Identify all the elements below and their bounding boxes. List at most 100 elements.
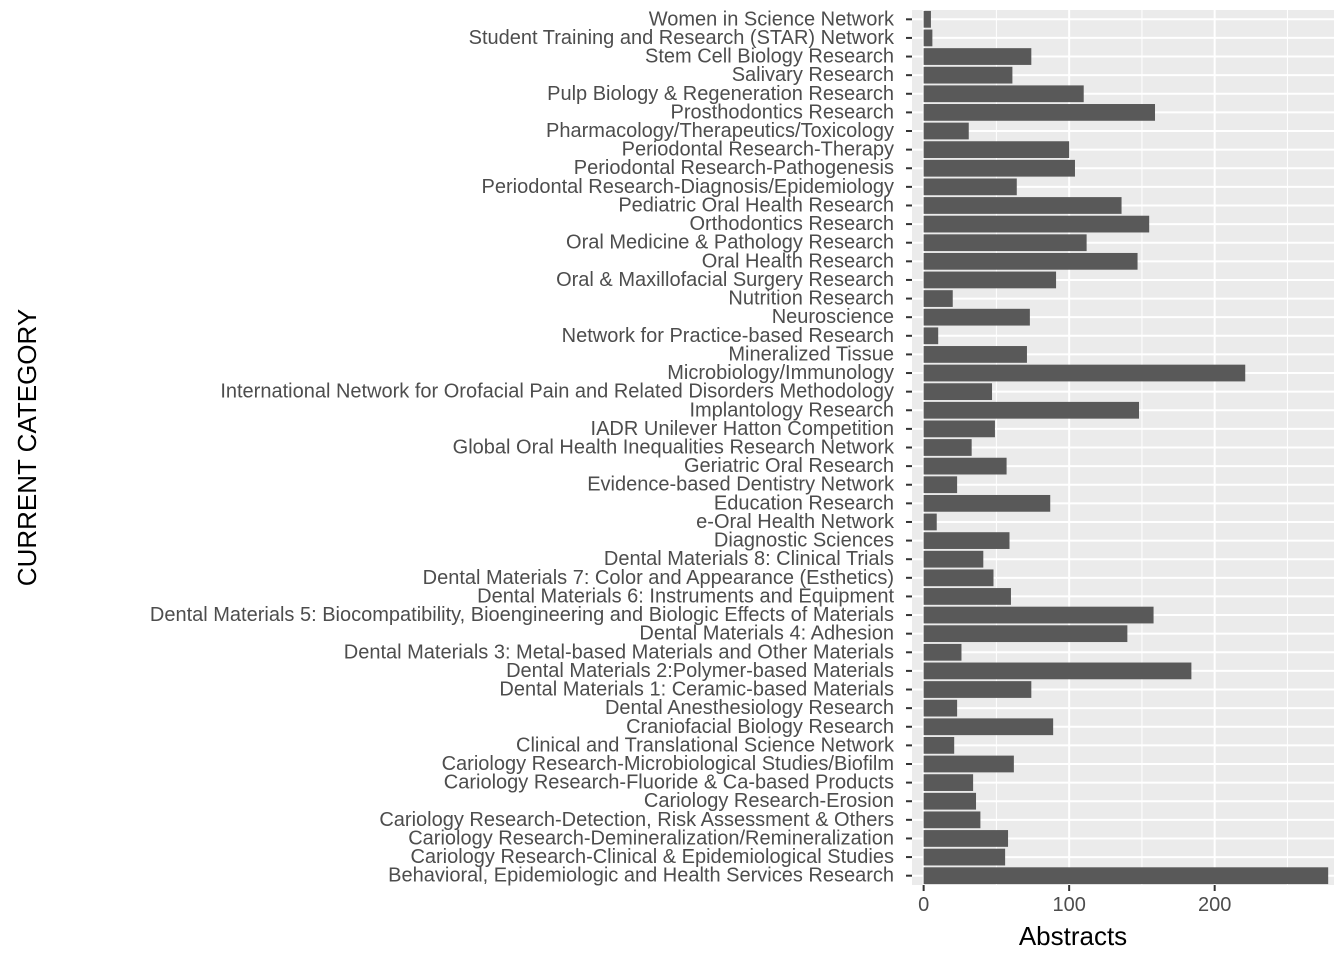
category-label: Dental Materials 5: Biocompatibility, Bi… <box>150 604 894 626</box>
category-label: Neuroscience <box>772 306 894 328</box>
category-label: Stem Cell Biology Research <box>645 46 894 68</box>
bar <box>923 234 1087 252</box>
bar <box>923 699 958 717</box>
bar <box>923 122 969 140</box>
bar <box>923 550 984 568</box>
x-axis-title: Abstracts <box>1019 921 1127 951</box>
category-label: Oral Medicine & Pathology Research <box>566 232 894 254</box>
bar <box>923 848 1006 866</box>
category-label: Dental Materials 2:Polymer-based Materia… <box>506 660 894 682</box>
x-tick-label: 100 <box>1052 894 1085 916</box>
bar <box>923 569 994 587</box>
bar <box>923 476 958 494</box>
bar <box>923 141 1070 159</box>
category-label: Cariology Research-Erosion <box>644 790 894 812</box>
bar <box>923 401 1140 419</box>
category-label: Salivary Research <box>732 64 894 86</box>
category-label: Evidence-based Dentistry Network <box>587 474 895 496</box>
bar <box>923 10 931 28</box>
category-label: Dental Materials 4: Adhesion <box>639 623 894 645</box>
bar <box>923 457 1007 475</box>
bar <box>923 271 1057 289</box>
bar <box>923 48 1032 65</box>
bar <box>923 215 1150 233</box>
category-label: Dental Materials 8: Clinical Trials <box>604 548 894 570</box>
bar <box>923 178 1017 196</box>
bar <box>923 811 981 829</box>
bar <box>923 494 1051 512</box>
category-label: Student Training and Research (STAR) Net… <box>469 27 895 49</box>
category-label: International Network for Orofacial Pain… <box>220 381 894 403</box>
category-label: Oral Health Research <box>702 250 894 272</box>
bar <box>923 681 1032 698</box>
bar <box>923 439 972 456</box>
category-label: Cariology Research-Demineralization/Remi… <box>408 827 894 849</box>
category-label: Network for Practice-based Research <box>562 325 894 347</box>
category-label: Cariology Research-Clinical & Epidemiolo… <box>410 846 894 868</box>
category-label: Behavioral, Epidemiologic and Health Ser… <box>388 865 894 887</box>
category-label: Dental Anesthesiology Research <box>605 697 894 719</box>
category-label: Dental Materials 6: Instruments and Equi… <box>477 585 894 607</box>
category-label: Clinical and Translational Science Netwo… <box>516 734 895 756</box>
category-label: Nutrition Research <box>728 288 894 310</box>
bar <box>923 588 1011 605</box>
bar <box>923 867 1329 885</box>
category-label: Mineralized Tissue <box>728 343 894 365</box>
bar <box>923 290 953 307</box>
category-label: Orthodontics Research <box>689 213 894 235</box>
category-label: Periodontal Research-Pathogenesis <box>574 157 894 179</box>
category-label: Women in Science Network <box>649 8 895 30</box>
category-label: e-Oral Health Network <box>696 511 895 533</box>
x-tick-label: 200 <box>1198 894 1231 916</box>
category-label: Cariology Research-Detection, Risk Asses… <box>379 809 894 831</box>
bar <box>923 308 1030 326</box>
bar <box>923 643 962 661</box>
bar <box>923 736 955 754</box>
category-label: Cariology Research-Microbiological Studi… <box>442 753 894 775</box>
category-label: Geriatric Oral Research <box>684 455 894 477</box>
category-label: Pulp Biology & Regeneration Research <box>547 83 894 105</box>
bar <box>923 66 1013 84</box>
category-label: Pharmacology/Therapeutics/Toxicology <box>546 120 894 142</box>
bar <box>923 85 1084 103</box>
category-label: Prosthodontics Research <box>671 101 894 123</box>
bar <box>923 718 1054 736</box>
category-label: Pediatric Oral Health Research <box>618 194 894 216</box>
bar <box>923 420 995 438</box>
bar <box>923 755 1014 773</box>
category-label: Periodontal Research-Therapy <box>622 139 894 161</box>
bars <box>923 10 1329 885</box>
category-label: IADR Unilever Hatton Competition <box>591 418 894 440</box>
bar <box>923 662 1192 680</box>
x-axis: 0 100 200 <box>918 885 1231 916</box>
category-label: Dental Materials 3: Metal-based Material… <box>344 641 894 663</box>
category-label: Education Research <box>714 492 894 514</box>
x-tick-label: 0 <box>918 894 929 916</box>
bar <box>923 327 939 345</box>
category-label: Craniofacial Biology Research <box>626 716 894 738</box>
bar <box>923 774 974 791</box>
bar <box>923 606 1154 624</box>
y-axis-title: CURRENT CATEGORY <box>12 309 42 586</box>
category-label: Dental Materials 1: Ceramic-based Materi… <box>499 679 894 701</box>
category-label: Implantology Research <box>689 399 894 421</box>
bar <box>923 29 933 47</box>
bar <box>923 159 1075 177</box>
category-label: Oral & Maxillofacial Surgery Research <box>556 269 894 291</box>
category-label: Microbiology/Immunology <box>667 362 894 384</box>
bar <box>923 830 1009 847</box>
bar <box>923 346 1027 363</box>
bar <box>923 252 1138 270</box>
bar <box>923 625 1128 643</box>
bar <box>923 513 937 531</box>
bar <box>923 792 977 810</box>
category-label: Global Oral Health Inequalities Research… <box>453 437 895 459</box>
category-label: Diagnostic Sciences <box>714 530 894 552</box>
bar <box>923 383 993 401</box>
category-label: Dental Materials 7: Color and Appearance… <box>423 567 894 589</box>
bar <box>923 532 1010 549</box>
bar <box>923 104 1156 121</box>
bar <box>923 197 1122 214</box>
